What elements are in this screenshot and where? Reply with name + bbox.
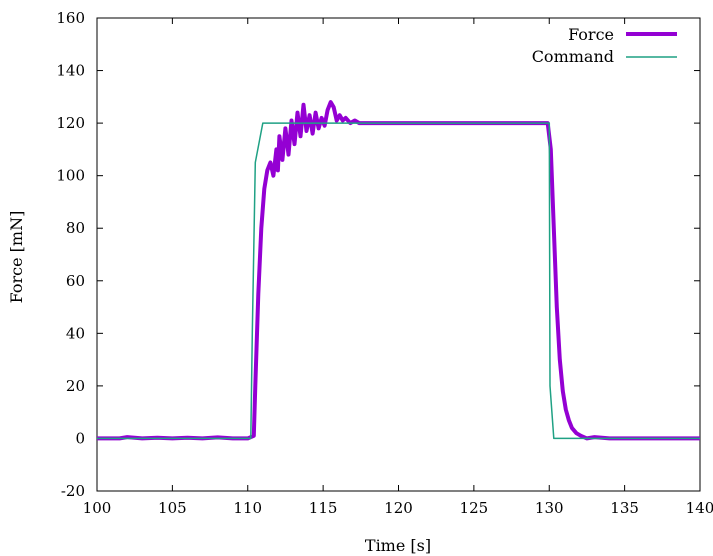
x-tick-label: 120 (384, 499, 413, 517)
y-tick-label: 80 (66, 219, 85, 237)
y-tick-label: 20 (66, 377, 85, 395)
x-axis-label: Time [s] (365, 536, 431, 555)
axis-ticks: 100 105 110 115 120 125 130 135 140 -20 0 20 40 60 80 1… (56, 9, 713, 517)
y-tick-label: 100 (56, 167, 85, 185)
y-tick-label: 0 (75, 429, 85, 447)
x-tick-label: 100 (83, 499, 112, 517)
series-line-force (97, 100, 700, 441)
y-tick-label: 60 (66, 272, 85, 290)
x-tick-label: 110 (233, 499, 262, 517)
legend: Force Command (532, 25, 677, 66)
y-tick-label: 40 (66, 324, 85, 342)
y-tick-label: 120 (56, 114, 85, 132)
legend-label-force: Force (568, 25, 614, 44)
x-tick-label: 135 (610, 499, 639, 517)
plot-frame (96, 17, 701, 492)
x-tick-label: 125 (460, 499, 489, 517)
legend-label-command: Command (532, 47, 614, 66)
plot-border (96, 17, 701, 492)
y-axis-label: Force [mN] (7, 211, 26, 304)
series-layer (97, 100, 700, 441)
y-tick-label: 160 (56, 9, 85, 27)
x-tick-label: 115 (309, 499, 338, 517)
x-tick-label: 140 (686, 499, 713, 517)
series-line-command (97, 122, 700, 440)
y-tick-label: -20 (61, 482, 85, 500)
x-tick-label: 130 (535, 499, 564, 517)
x-tick-label: 105 (158, 499, 187, 517)
y-tick-label: 140 (56, 62, 85, 80)
